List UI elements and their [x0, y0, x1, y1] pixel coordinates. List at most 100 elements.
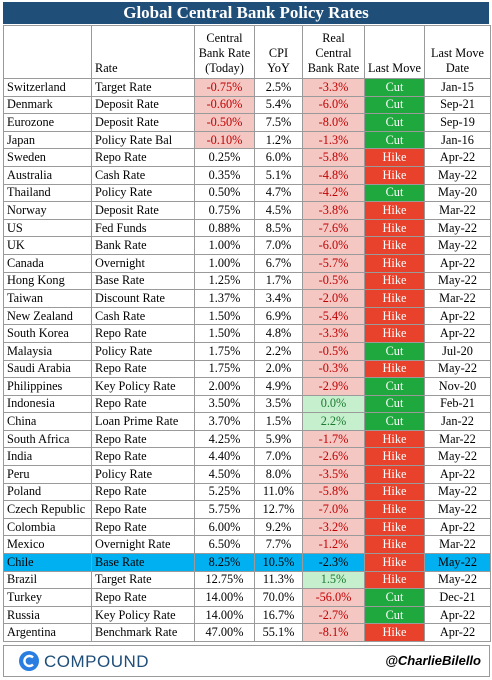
table-row: Chile Base Rate 8.25% 10.5% -2.3% Hike May-22 — [3, 553, 491, 572]
rate-name: Target Rate — [91, 570, 195, 590]
real-rate: -4.8% — [302, 165, 365, 185]
country: Indonesia — [3, 394, 92, 414]
cpi-yoy: 1.7% — [254, 271, 303, 291]
last-move: Hike — [364, 465, 425, 484]
header-cell: Last Move — [364, 25, 425, 79]
real-rate: -3.3% — [302, 78, 365, 97]
rate-name: Loan Prime Rate — [91, 412, 195, 431]
last-move-date: Sep-19 — [424, 113, 491, 132]
cpi-yoy: 8.0% — [254, 465, 303, 484]
country: China — [3, 412, 92, 431]
cpi-yoy: 70.0% — [254, 588, 303, 607]
country: Japan — [3, 130, 92, 150]
table-row: Argentina Benchmark Rate 47.00% 55.1% -8.1% H… — [3, 623, 491, 642]
central-bank-rate: 1.75% — [194, 359, 255, 379]
last-move: Hike — [364, 271, 425, 291]
cpi-yoy: 7.0% — [254, 236, 303, 255]
real-rate: -3.2% — [302, 517, 365, 537]
last-move-date: Nov-20 — [424, 377, 491, 396]
cpi-yoy: 1.5% — [254, 412, 303, 431]
table-row: Malaysia Policy Rate 1.75% 2.2% -0.5% Cut Jul-… — [3, 341, 491, 361]
table-row: Brazil Target Rate 12.75% 11.3% 1.5% Hike May-… — [3, 570, 491, 590]
country: Poland — [3, 482, 92, 502]
cpi-yoy: 1.2% — [254, 130, 303, 150]
last-move: Hike — [364, 359, 425, 379]
last-move: Cut — [364, 605, 425, 625]
header-cell — [3, 25, 92, 79]
last-move-date: Jan-15 — [424, 78, 491, 97]
last-move: Hike — [364, 553, 425, 572]
central-bank-rate: 3.70% — [194, 412, 255, 431]
rate-name: Base Rate — [91, 271, 195, 291]
last-move: Cut — [364, 588, 425, 607]
table-row: Denmark Deposit Rate -0.60% 5.4% -6.0% Cut Sep… — [3, 95, 491, 115]
last-move-date: Jul-20 — [424, 341, 491, 361]
central-bank-rate: 1.37% — [194, 289, 255, 308]
last-move-date: Apr-22 — [424, 517, 491, 537]
last-move: Hike — [364, 306, 425, 326]
rate-name: Base Rate — [91, 553, 195, 572]
last-move: Hike — [364, 165, 425, 185]
real-rate: -5.8% — [302, 482, 365, 502]
handle: @CharlieBilello — [385, 653, 481, 668]
cpi-yoy: 2.0% — [254, 359, 303, 379]
rate-name: Repo Rate — [91, 394, 195, 414]
central-bank-rate: 0.50% — [194, 183, 255, 203]
last-move-date: Apr-22 — [424, 148, 491, 167]
country: Sweden — [3, 148, 92, 167]
country: Philippines — [3, 377, 92, 396]
central-bank-rate: 8.25% — [194, 553, 255, 572]
real-rate: -8.0% — [302, 113, 365, 132]
last-move-date: Apr-22 — [424, 324, 491, 343]
cpi-yoy: 4.9% — [254, 377, 303, 396]
country: South Korea — [3, 324, 92, 343]
central-bank-rate: -0.60% — [194, 95, 255, 115]
last-move-date: May-22 — [424, 165, 491, 185]
footer: COMPOUND @CharlieBilello — [3, 645, 490, 677]
table-row: South Africa Repo Rate 4.25% 5.9% -1.7% Hike M… — [3, 429, 491, 449]
central-bank-rate: 4.50% — [194, 465, 255, 484]
real-rate: -0.5% — [302, 341, 365, 361]
real-rate: -2.0% — [302, 289, 365, 308]
cpi-yoy: 10.5% — [254, 553, 303, 572]
last-move: Cut — [364, 130, 425, 150]
last-move-date: Mar-22 — [424, 429, 491, 449]
real-rate: -3.8% — [302, 201, 365, 220]
table-row: Peru Policy Rate 4.50% 8.0% -3.5% Hike Apr-22 — [3, 465, 491, 484]
last-move: Hike — [364, 517, 425, 537]
table-row: Philippines Key Policy Rate 2.00% 4.9% -2.9%… — [3, 377, 491, 396]
table-row: China Loan Prime Rate 3.70% 1.5% 2.2% Cut Jan-… — [3, 412, 491, 431]
rate-name: Policy Rate — [91, 465, 195, 484]
central-bank-rate: 0.25% — [194, 148, 255, 167]
table-row: Norway Deposit Rate 0.75% 4.5% -3.8% Hike Mar-… — [3, 201, 491, 220]
real-rate: -6.0% — [302, 95, 365, 115]
table-row: Japan Policy Rate Bal -0.10% 1.2% -1.3% Cut Ja… — [3, 130, 491, 150]
table-row: Russia Key Policy Rate 14.00% 16.7% -2.7% Cut… — [3, 605, 491, 625]
last-move-date: May-22 — [424, 553, 491, 572]
brand: COMPOUND — [44, 652, 150, 671]
country: Hong Kong — [3, 271, 92, 291]
central-bank-rate: 4.40% — [194, 447, 255, 467]
cpi-yoy: 8.5% — [254, 218, 303, 238]
cpi-yoy: 2.2% — [254, 341, 303, 361]
table-row: New Zealand Cash Rate 1.50% 6.9% -5.4% Hike Ap… — [3, 306, 491, 326]
real-rate: -1.7% — [302, 429, 365, 449]
rates-table: Rate Central Bank Rate (Today) CPI YoY R… — [3, 25, 491, 642]
cpi-yoy: 12.7% — [254, 500, 303, 519]
central-bank-rate: 12.75% — [194, 570, 255, 590]
last-move: Cut — [364, 95, 425, 115]
rate-name: Key Policy Rate — [91, 377, 195, 396]
country: Czech Republic — [3, 500, 92, 519]
rate-name: Repo Rate — [91, 359, 195, 379]
rate-name: Overnight Rate — [91, 535, 195, 555]
rate-name: Repo Rate — [91, 588, 195, 607]
country: Russia — [3, 605, 92, 625]
cpi-yoy: 4.5% — [254, 201, 303, 220]
country: Thailand — [3, 183, 92, 203]
rate-name: Discount Rate — [91, 289, 195, 308]
country: Switzerland — [3, 78, 92, 97]
country: Saudi Arabia — [3, 359, 92, 379]
last-move-date: May-22 — [424, 500, 491, 519]
table-row: Saudi Arabia Repo Rate 1.75% 2.0% -0.3% Hike M… — [3, 359, 491, 379]
country: Argentina — [3, 623, 92, 642]
